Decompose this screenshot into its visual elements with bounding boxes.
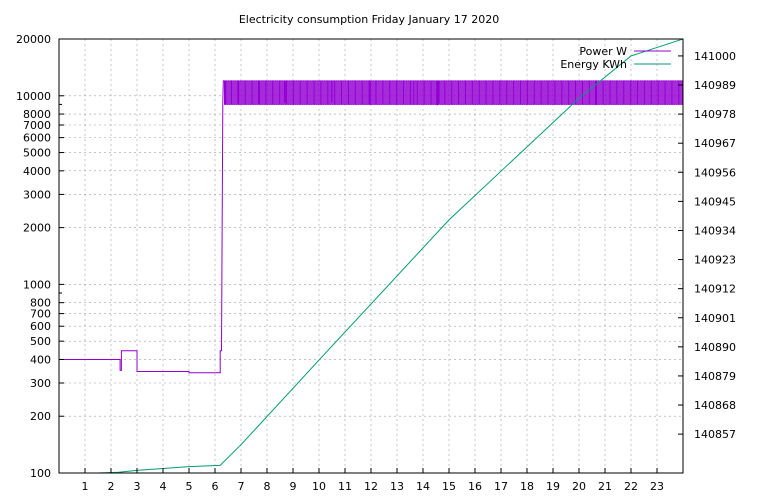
- x-tick-label: 10: [312, 480, 326, 493]
- x-tick-label: 11: [338, 480, 352, 493]
- x-tick-label: 6: [212, 480, 219, 493]
- y-right-tick-label: 140923: [694, 254, 736, 267]
- x-tick-label: 1: [82, 480, 89, 493]
- x-axis: 1 2 3 4 5 6 7 8 9 10 11 12 13 14 15 16 17 18 19 20 21 22 23: [82, 468, 664, 493]
- y-left-tick-label: 700: [30, 308, 51, 321]
- y-left-tick-label: 400: [30, 353, 51, 366]
- x-tick-label: 20: [572, 480, 586, 493]
- x-tick-label: 12: [364, 480, 378, 493]
- x-tick-label: 23: [650, 480, 664, 493]
- x-tick-label: 19: [546, 480, 560, 493]
- y-right-tick-label: 140945: [694, 195, 736, 208]
- y-left-tick-label: 6000: [23, 132, 51, 145]
- y-left-tick-label: 300: [30, 377, 51, 390]
- x-tick-label: 15: [442, 480, 456, 493]
- x-tick-label: 4: [160, 480, 167, 493]
- chart-title: Electricity consumption Friday January 1…: [239, 13, 499, 26]
- y-right-tick-label: 140956: [694, 166, 736, 179]
- y-left-tick-label: 10000: [16, 90, 51, 103]
- y-right-tick-label: 141000: [694, 50, 736, 63]
- x-tick-label: 17: [494, 480, 508, 493]
- y-right-tick-label: 140901: [694, 312, 736, 325]
- y-left-tick-label: 200: [30, 410, 51, 423]
- x-tick-label: 14: [416, 480, 430, 493]
- y-left-tick-label: 3000: [23, 188, 51, 201]
- y-right-tick-label: 140890: [694, 341, 736, 354]
- legend-label: Energy KWh: [560, 58, 627, 71]
- x-tick-label: 7: [238, 480, 245, 493]
- x-tick-label: 5: [186, 480, 193, 493]
- y-left-tick-label: 7000: [23, 119, 51, 132]
- x-tick-label: 8: [264, 480, 271, 493]
- series-layer: [59, 39, 683, 473]
- y-left-tick-label: 5000: [23, 147, 51, 160]
- y-axis-right: 140857 140868 140879 140890 140901 140912 1409…: [678, 50, 736, 441]
- y-left-tick-label: 600: [30, 320, 51, 333]
- y-right-tick-label: 140967: [694, 137, 736, 150]
- x-tick-label: 2: [108, 480, 115, 493]
- x-tick-label: 18: [520, 480, 534, 493]
- y-left-tick-label: 2000: [23, 222, 51, 235]
- x-tick-label: 3: [134, 480, 141, 493]
- legend-label: Power W: [579, 45, 627, 58]
- y-left-tick-label: 1000: [23, 278, 51, 291]
- grid-lines: [59, 38, 683, 474]
- x-tick-label: 16: [468, 480, 482, 493]
- y-right-tick-label: 140978: [694, 108, 736, 121]
- x-tick-label: 21: [598, 480, 612, 493]
- y-left-tick-label: 4000: [23, 165, 51, 178]
- y-right-tick-label: 140857: [694, 428, 736, 441]
- series-line-energy: [97, 39, 683, 473]
- y-right-tick-label: 140912: [694, 283, 736, 296]
- y-right-tick-label: 140934: [694, 224, 736, 237]
- x-tick-label: 9: [290, 480, 297, 493]
- y-left-tick-label: 500: [30, 335, 51, 348]
- y-right-tick-label: 140879: [694, 370, 736, 383]
- y-left-tick-label: 20000: [16, 33, 51, 46]
- series-line-power: [59, 80, 683, 374]
- y-left-tick-label: 800: [30, 297, 51, 310]
- x-tick-label: 22: [624, 480, 638, 493]
- y-right-tick-label: 140989: [694, 79, 736, 92]
- x-tick-label: 13: [390, 480, 404, 493]
- y-left-tick-label: 100: [30, 467, 51, 480]
- y-right-tick-label: 140868: [694, 399, 736, 412]
- y-left-tick-label: 8000: [23, 108, 51, 121]
